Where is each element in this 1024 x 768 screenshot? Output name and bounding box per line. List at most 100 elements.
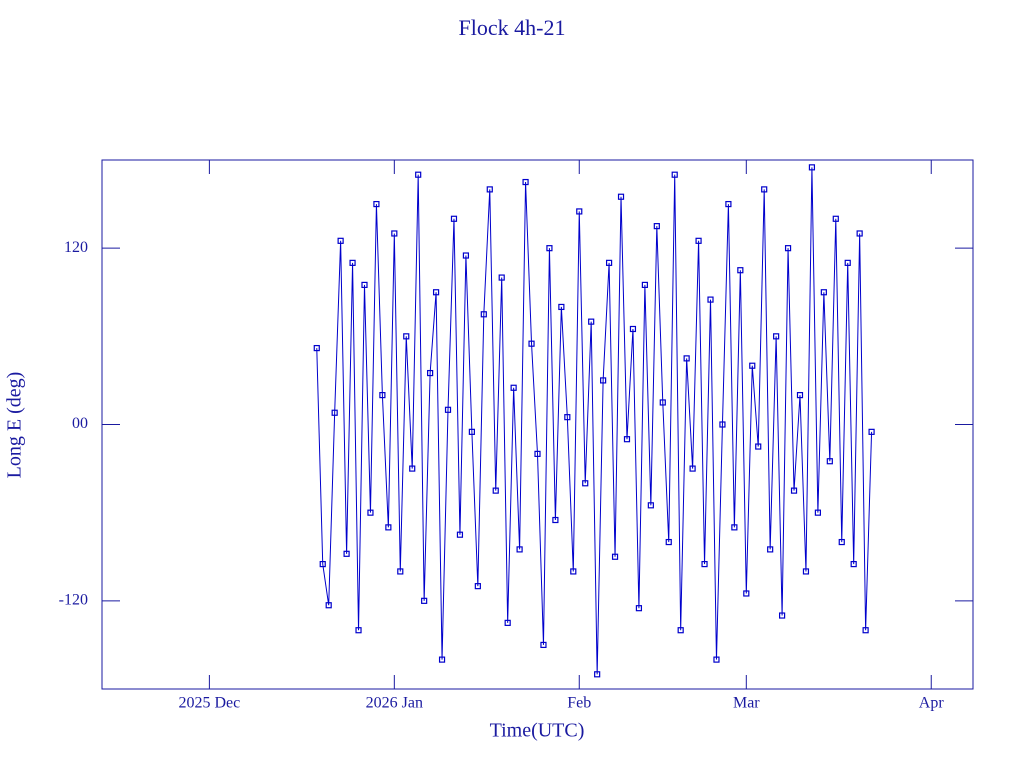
x-tick-label: Mar — [733, 695, 760, 712]
data-point — [391, 230, 398, 237]
x-tick-label: 2026 Jan — [366, 695, 423, 712]
data-point — [427, 369, 434, 377]
data-point — [653, 223, 660, 230]
data-point — [713, 656, 720, 663]
data-point — [438, 656, 446, 663]
data-point — [695, 237, 702, 244]
chart-title: Flock 4h-21 — [459, 15, 566, 40]
data-point — [421, 597, 428, 604]
data-point — [671, 171, 678, 178]
data-point — [313, 344, 320, 352]
data-point — [474, 583, 481, 590]
y-tick-label: -120 — [59, 592, 88, 609]
data-point — [808, 164, 816, 171]
data-point — [564, 414, 571, 421]
data-point — [534, 450, 541, 457]
data-point — [826, 458, 833, 465]
data-point — [373, 200, 380, 208]
data-point — [331, 409, 338, 416]
data-point — [737, 267, 744, 274]
data-point — [480, 311, 487, 318]
data-point — [516, 546, 523, 553]
data-point — [343, 550, 350, 557]
data-point — [409, 465, 416, 472]
data-point — [588, 318, 595, 325]
data-point — [629, 325, 637, 333]
data-point — [367, 509, 374, 516]
data-point — [325, 602, 332, 609]
data-point — [635, 605, 643, 612]
data-point — [617, 193, 625, 200]
data-point — [450, 215, 458, 222]
data-point — [498, 274, 505, 281]
data-point — [594, 671, 601, 678]
data-point — [504, 619, 511, 626]
data-point — [796, 392, 804, 399]
data-point — [570, 568, 577, 575]
data-point — [432, 289, 440, 296]
data-point — [492, 487, 499, 494]
data-point — [767, 546, 774, 553]
x-tick-label: Feb — [567, 695, 591, 712]
x-tick-label: Apr — [919, 695, 945, 712]
data-point — [319, 560, 326, 568]
data-point — [784, 245, 792, 252]
y-axis-label: Long E (deg) — [4, 372, 26, 479]
data-point — [486, 186, 493, 193]
data-point — [814, 509, 821, 516]
data-point — [844, 259, 851, 266]
data-point — [355, 627, 362, 634]
data-point — [600, 377, 607, 384]
data-point — [456, 531, 464, 538]
data-point — [731, 524, 738, 531]
data-point — [361, 281, 368, 289]
data-point — [868, 428, 875, 435]
data-point — [701, 560, 708, 568]
y-tick-label: 00 — [72, 415, 88, 432]
data-point — [856, 230, 863, 237]
data-point — [415, 171, 422, 178]
data-point — [761, 186, 768, 193]
data-point — [665, 538, 672, 546]
data-point — [379, 392, 386, 399]
data-point — [790, 487, 798, 494]
data-point — [468, 428, 475, 435]
data-point — [385, 524, 392, 531]
data-point — [820, 289, 827, 296]
data-point — [749, 362, 756, 369]
data-point — [647, 502, 654, 509]
data-point — [641, 281, 648, 289]
data-line — [316, 167, 873, 675]
data-point — [349, 259, 356, 266]
y-tick-label: 120 — [64, 239, 88, 256]
data-point — [778, 612, 786, 619]
data-point — [838, 538, 845, 546]
x-axis-label: Time(UTC) — [490, 720, 585, 742]
x-tick-label: 2025 Dec — [179, 695, 241, 712]
data-point — [862, 627, 869, 634]
data-point — [719, 421, 726, 428]
data-point — [444, 406, 452, 413]
data-point — [576, 208, 583, 215]
data-point — [707, 296, 714, 303]
data-point — [397, 568, 404, 575]
data-point — [725, 200, 732, 208]
data-point — [522, 178, 529, 186]
data-point — [528, 340, 535, 347]
data-point — [743, 590, 750, 597]
data-point — [623, 436, 631, 443]
data-point — [462, 252, 470, 259]
data-point — [773, 333, 780, 340]
data-point — [558, 303, 565, 311]
data-point — [546, 245, 553, 252]
data-point — [552, 516, 559, 524]
data-point — [337, 237, 344, 244]
data-point — [659, 399, 666, 406]
data-point — [540, 641, 547, 649]
data-point — [802, 568, 810, 575]
data-point — [832, 215, 839, 222]
data-point — [677, 627, 684, 634]
series — [313, 164, 875, 678]
